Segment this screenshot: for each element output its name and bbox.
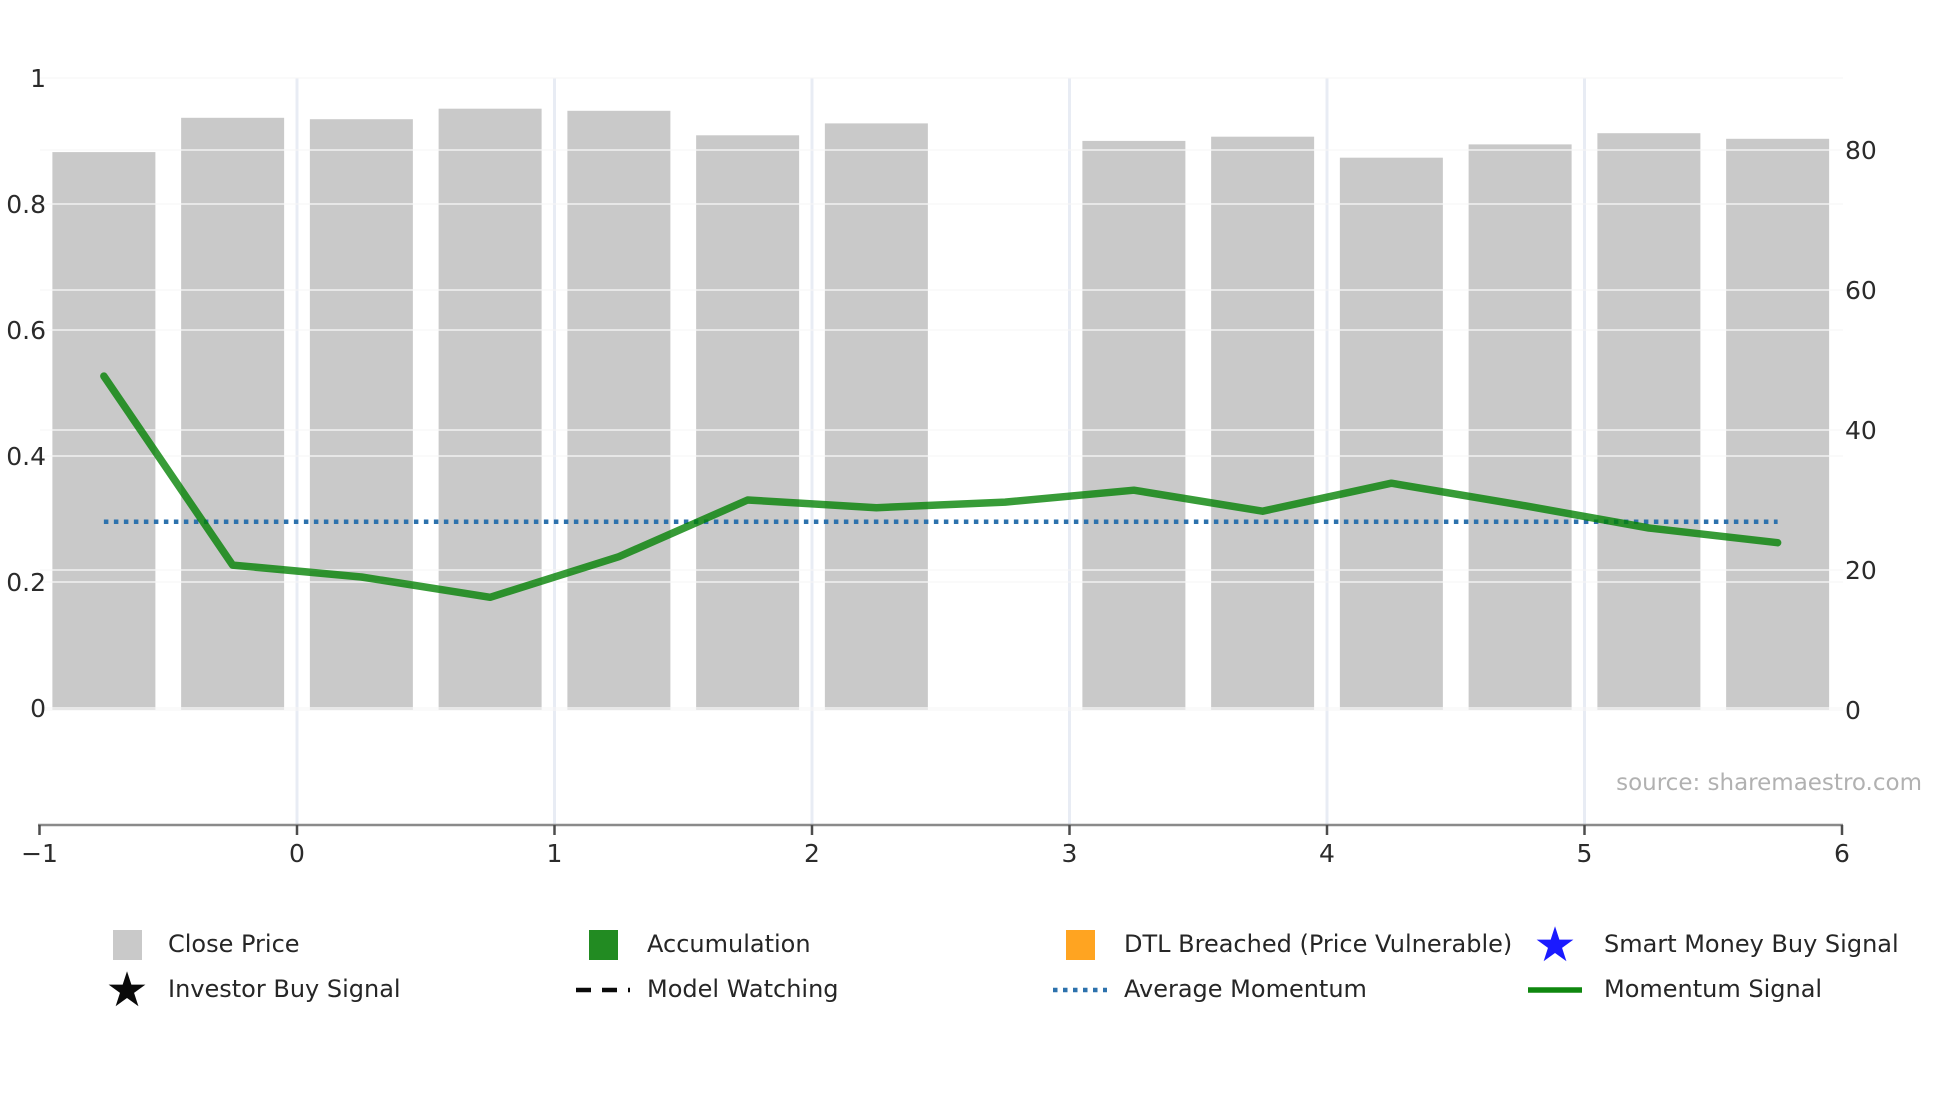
close-price-legend-label: Close Price [168, 930, 300, 958]
close-price-bar [1726, 138, 1830, 711]
momentum-signal-legend-label: Momentum Signal [1604, 975, 1823, 1003]
x-axis-tick-label: 1 [547, 839, 563, 868]
close-price-bar [1468, 144, 1572, 710]
close-price-bar [181, 117, 285, 711]
right-axis-tick-label: 20 [1845, 556, 1877, 585]
smart-money-buy-signal-star-icon: ★ [1533, 917, 1577, 973]
investor-buy-signal-star-icon: ★ [105, 962, 149, 1018]
right-axis-tick-label: 0 [1845, 696, 1861, 725]
left-axis-tick-label: 0.8 [6, 190, 46, 219]
dtl-breached-legend-label: DTL Breached (Price Vulnerable) [1124, 930, 1513, 958]
x-axis-tick-label: 3 [1062, 839, 1078, 868]
x-axis-tick-label: 2 [804, 839, 820, 868]
average-momentum-legend-marker [1050, 964, 1110, 1016]
x-axis-tick-label: 0 [289, 839, 305, 868]
investor-buy-signal-legend-label: Investor Buy Signal [168, 975, 401, 1003]
close-price-bar [696, 135, 800, 711]
left-axis-tick-label: 1 [30, 64, 46, 93]
momentum-signal-line [100, 372, 1782, 602]
close-price-bar [824, 123, 928, 710]
close-price-swatch-icon [112, 930, 142, 960]
left-axis-tick-label: 0 [30, 694, 46, 723]
close-price-bar [1597, 133, 1701, 710]
x-axis-tick-label: −1 [21, 839, 58, 868]
left-axis-tick-label: 0.2 [6, 568, 46, 597]
close-price-bar [1082, 140, 1186, 710]
close-price-bar [1211, 136, 1315, 710]
smart-money-buy-signal-legend-label: Smart Money Buy Signal [1604, 930, 1899, 958]
right-axis-tick-label: 80 [1845, 136, 1877, 165]
close-price-bar [1339, 157, 1443, 710]
average-momentum-legend-label: Average Momentum [1124, 975, 1367, 1003]
accumulation-legend-label: Accumulation [647, 930, 811, 958]
dtl-breached-swatch-icon [1065, 930, 1095, 960]
right-axis-tick-label: 60 [1845, 276, 1877, 305]
momentum-signal-line-icon [1528, 987, 1582, 993]
x-axis-tick-label: 6 [1834, 839, 1850, 868]
momentum-signal-legend-marker [1525, 964, 1585, 1016]
accumulation-swatch-icon [588, 930, 618, 960]
model-watching-legend-marker [573, 964, 633, 1016]
close-price-bar [438, 108, 542, 710]
average-momentum-line-icon [1053, 987, 1107, 993]
close-price-bar [309, 119, 413, 710]
x-axis-tick-label: 5 [1577, 839, 1593, 868]
investor-buy-signal-legend-marker: ★ [97, 964, 157, 1016]
model-watching-line-icon [576, 987, 630, 993]
dtl-breached-legend-marker [1050, 919, 1110, 971]
close-price-legend-marker [97, 919, 157, 971]
close-price-bar [567, 110, 671, 711]
left-axis-tick-label: 0.6 [6, 316, 46, 345]
source-attribution: source: sharemaestro.com [1616, 770, 1922, 796]
x-axis-tick-label: 4 [1319, 839, 1335, 868]
smart-money-buy-signal-legend-marker: ★ [1525, 919, 1585, 971]
model-watching-legend-label: Model Watching [647, 975, 839, 1003]
right-axis-tick-label: 40 [1845, 416, 1877, 445]
left-axis-tick-label: 0.4 [6, 442, 46, 471]
accumulation-legend-marker [573, 919, 633, 971]
